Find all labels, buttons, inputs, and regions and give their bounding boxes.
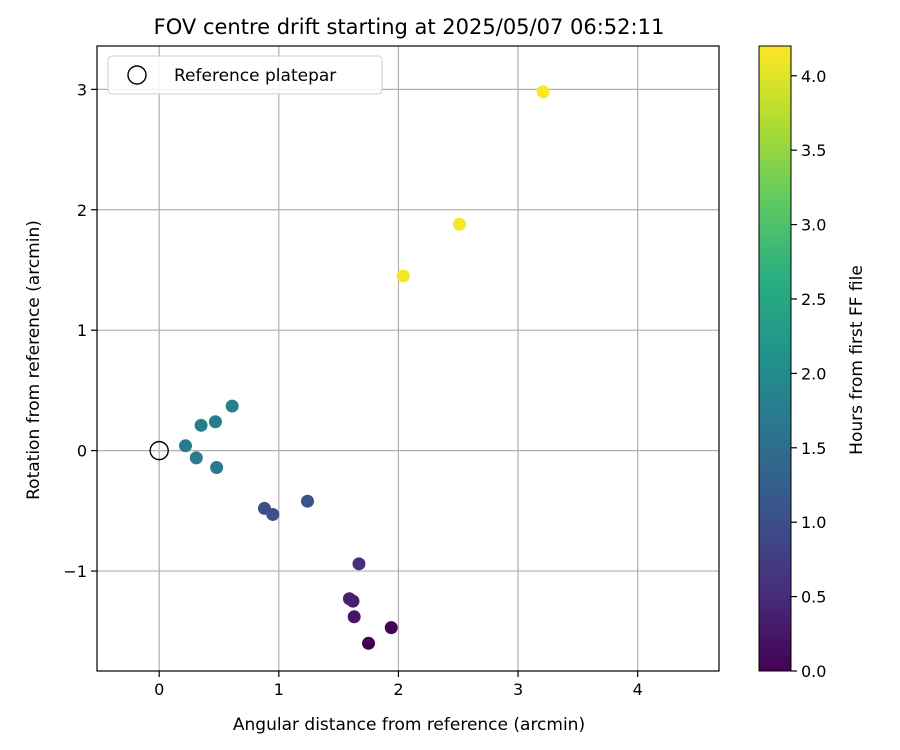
data-point — [225, 399, 239, 413]
grid — [97, 46, 719, 671]
data-point — [342, 592, 356, 606]
data-point — [384, 621, 398, 635]
data-point — [189, 451, 203, 465]
colorbar-tick-label: 0.0 — [801, 662, 826, 681]
colorbar-tick-label: 2.5 — [801, 290, 826, 309]
y-tick-label: −1 — [63, 562, 87, 581]
data-points — [179, 85, 550, 650]
x-axis-label: Angular distance from reference (arcmin) — [233, 715, 585, 735]
colorbar-label: Hours from first FF file — [847, 265, 867, 455]
data-point — [179, 439, 193, 453]
colorbar: 0.0 0.5 1.0 1.5 2.0 2.5 3.0 3.5 4.0 Hours from f… — [758, 45, 867, 681]
x-tick-label: 0 — [154, 680, 164, 699]
legend-label: Reference platepar — [174, 66, 336, 86]
x-tick-label: 3 — [513, 680, 523, 699]
data-point — [452, 217, 466, 231]
y-tick-label: 3 — [77, 80, 87, 99]
y-tick-label: 0 — [77, 442, 87, 461]
colorbar-tick-label: 0.5 — [801, 588, 826, 607]
colorbar-tick-label: 1.5 — [801, 439, 826, 458]
colorbar-ticks: 0.0 0.5 1.0 1.5 2.0 2.5 3.0 3.5 4.0 — [791, 67, 826, 681]
plot-area: 0 1 2 3 4 −1 0 1 2 3 — [63, 45, 720, 699]
y-axis: −1 0 1 2 3 — [63, 80, 97, 581]
data-point — [362, 636, 376, 650]
colorbar-tick-label: 1.0 — [801, 513, 826, 532]
data-point — [347, 610, 361, 624]
data-point — [301, 494, 315, 508]
colorbar-tick-label: 3.0 — [801, 216, 826, 235]
data-point — [352, 557, 366, 571]
plot-frame — [96, 45, 720, 672]
x-tick-label: 1 — [274, 680, 284, 699]
y-axis-label: Rotation from reference (arcmin) — [24, 220, 44, 500]
y-tick-label: 1 — [77, 321, 87, 340]
data-point — [210, 460, 224, 474]
data-point — [266, 507, 280, 521]
colorbar-tick-label: 3.5 — [801, 141, 826, 160]
colorbar-tick-label: 2.0 — [801, 364, 826, 383]
data-point — [536, 85, 550, 99]
chart-title: FOV centre drift starting at 2025/05/07 … — [154, 15, 665, 39]
data-point — [396, 269, 410, 283]
colorbar-tick-label: 4.0 — [801, 67, 826, 86]
x-tick-label: 4 — [633, 680, 643, 699]
legend-box — [107, 55, 383, 95]
x-tick-label: 2 — [393, 680, 403, 699]
y-tick-label: 2 — [77, 201, 87, 220]
data-point — [194, 418, 208, 432]
reference-marker — [149, 440, 169, 461]
x-axis: 0 1 2 3 4 — [154, 671, 643, 699]
colorbar-gradient — [758, 45, 792, 672]
legend-reference-marker — [127, 65, 147, 85]
data-point — [208, 415, 222, 429]
legend: Reference platepar — [107, 55, 383, 95]
